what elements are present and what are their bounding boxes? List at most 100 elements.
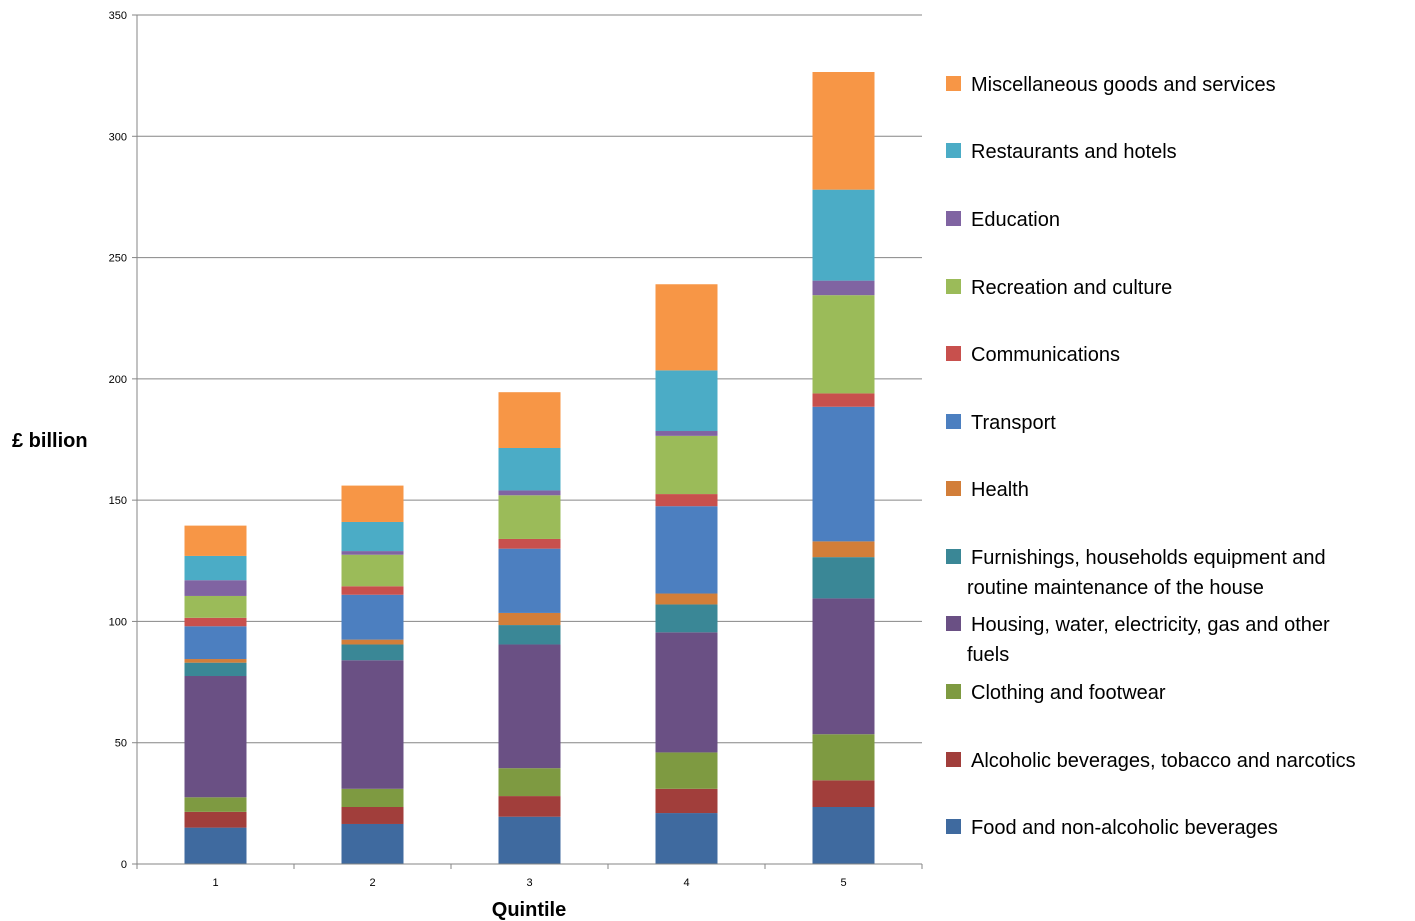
- bar-segment: [655, 284, 718, 371]
- x-tick-label: 2: [369, 877, 375, 889]
- bar-segment: [498, 548, 561, 613]
- legend-swatch: [946, 76, 961, 91]
- bar-segment: [812, 189, 875, 281]
- legend: Miscellaneous goods and services Restaura…: [946, 74, 1356, 839]
- bar-segment: [812, 541, 875, 558]
- legend-label: Miscellaneous goods and services: [971, 74, 1276, 96]
- legend-label-line: Furnishings, households equipment and: [971, 547, 1326, 569]
- bar-segment: [812, 806, 875, 864]
- bar-segment: [498, 447, 561, 491]
- x-tick-label: 4: [683, 877, 689, 889]
- bar-segment: [341, 823, 404, 864]
- y-tick-label: 200: [109, 374, 127, 386]
- legend-label: Transport: [971, 412, 1056, 434]
- bar-segment: [812, 393, 875, 407]
- legend-label: Health: [971, 479, 1029, 501]
- legend-swatch: [946, 616, 961, 631]
- x-tick-label: 3: [526, 877, 532, 889]
- legend-swatch: [946, 211, 961, 226]
- y-tick-label: 350: [109, 10, 127, 22]
- bar-segment: [184, 580, 247, 596]
- legend-label: Alcoholic beverages, tobacco and narcoti…: [971, 750, 1356, 772]
- axes: [136, 15, 922, 865]
- bar-segment: [655, 506, 718, 594]
- bar-segment: [655, 370, 718, 432]
- x-tick-labels: 1 2 3 4 5: [212, 877, 846, 889]
- legend-label: Recreation and culture: [971, 277, 1172, 299]
- bar-segment: [812, 780, 875, 807]
- bar-segment: [341, 551, 404, 555]
- bar-segment: [655, 494, 718, 507]
- bar-segment: [498, 796, 561, 817]
- y-tick-label: 100: [109, 616, 127, 628]
- x-tick-label: 5: [840, 877, 846, 889]
- bar-segment: [812, 280, 875, 296]
- y-tick-label: 300: [109, 131, 127, 143]
- bar-segment: [655, 813, 718, 864]
- bar-segment: [812, 406, 875, 542]
- bar-segment: [341, 644, 404, 661]
- legend-swatch: [946, 752, 961, 767]
- bar-segment: [498, 625, 561, 645]
- bar-segment: [184, 626, 247, 660]
- bar-segment: [498, 612, 561, 626]
- bar-segment: [341, 594, 404, 640]
- bar-segment: [655, 435, 718, 495]
- bar-segment: [655, 431, 718, 436]
- bar-segment: [498, 768, 561, 797]
- y-tick-labels: 0 50 100 150 200 250 300 350: [109, 10, 127, 871]
- bar-segment: [184, 617, 247, 627]
- legend-swatch: [946, 481, 961, 496]
- bar-segment: [655, 604, 718, 633]
- bar-segment: [184, 797, 247, 812]
- y-tick-label: 50: [115, 738, 127, 750]
- legend-swatch: [946, 279, 961, 294]
- y-tick-label: 0: [121, 859, 127, 871]
- bars: [184, 72, 875, 864]
- bar-segment: [812, 557, 875, 599]
- legend-swatch: [946, 143, 961, 158]
- x-tick-label: 1: [212, 877, 218, 889]
- bar-segment: [341, 586, 404, 595]
- legend-label: Restaurants and hotels: [971, 141, 1177, 163]
- bar-segment: [498, 495, 561, 539]
- bar-segment: [341, 554, 404, 587]
- legend-swatch: [946, 346, 961, 361]
- bar-segment: [341, 521, 404, 552]
- legend-label-line: routine maintenance of the house: [967, 577, 1264, 599]
- bar-segment: [812, 295, 875, 394]
- y-tick-label: 250: [109, 253, 127, 265]
- bar-segment: [498, 644, 561, 769]
- bar-segment: [498, 538, 561, 549]
- bar-segment: [341, 806, 404, 824]
- bar-segment: [655, 593, 718, 605]
- bar-segment: [655, 632, 718, 753]
- legend-swatch: [946, 819, 961, 834]
- y-tick-label: 150: [109, 495, 127, 507]
- x-axis-title: Quintile: [492, 899, 566, 921]
- bar-segment: [655, 788, 718, 814]
- legend-label: Clothing and footwear: [971, 682, 1166, 704]
- bar-segment: [655, 752, 718, 789]
- bar-segment: [184, 811, 247, 828]
- bar-segment: [498, 816, 561, 864]
- bar-segment: [184, 659, 247, 663]
- legend-label: Food and non-alcoholic beverages: [971, 817, 1278, 839]
- bar-segment: [341, 639, 404, 645]
- legend-label: Communications: [971, 344, 1120, 366]
- legend-label-line: fuels: [967, 644, 1009, 666]
- bar-segment: [498, 490, 561, 496]
- bar-segment: [812, 72, 875, 190]
- legend-label: Housing, water, electricity, gas and oth…: [967, 614, 1330, 666]
- bar-segment: [184, 555, 247, 581]
- bar-segment: [341, 788, 404, 807]
- legend-swatch: [946, 684, 961, 699]
- bar-segment: [184, 827, 247, 864]
- bar-segment: [184, 662, 247, 677]
- bar-segment: [184, 676, 247, 798]
- legend-label: Education: [971, 209, 1060, 231]
- bar-segment: [812, 598, 875, 735]
- bar-segment: [341, 660, 404, 789]
